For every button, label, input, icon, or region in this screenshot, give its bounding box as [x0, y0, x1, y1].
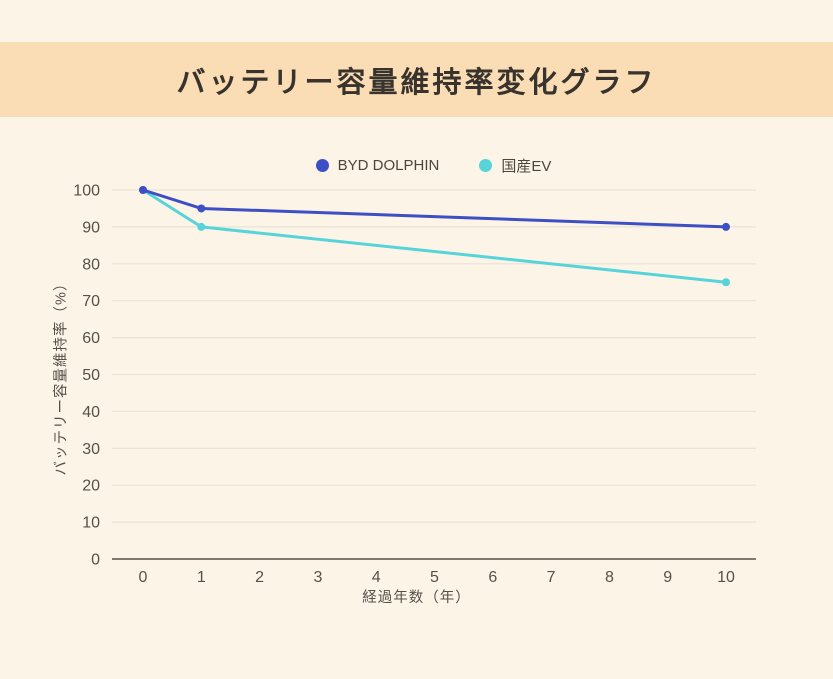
- line-byd-dolphin: [141, 188, 728, 229]
- chart-title: バッテリー容量維持率変化グラフ: [176, 66, 657, 99]
- x-axis-title: 経過年数（年）: [362, 590, 471, 606]
- legend-item-kokusan-ev: 国産EV: [479, 155, 551, 176]
- legend-label-byd-dolphin: BYD DOLPHIN: [337, 156, 440, 174]
- line-kokusan-ev: [141, 188, 728, 284]
- x-tick-label-0: 0: [139, 569, 148, 586]
- point-kokusan-ev-year-1: [197, 222, 206, 231]
- legend-dot-byd-dolphin-icon: [315, 158, 329, 172]
- legend-label-kokusan-ev: 国産EV: [501, 157, 552, 175]
- legend-dot-kokusan-ev-icon: [479, 158, 493, 172]
- y-tick-label-60: 60: [82, 330, 100, 347]
- legend-item-byd-dolphin: BYD DOLPHIN: [315, 156, 440, 174]
- x-tick-label-1: 1: [197, 569, 206, 586]
- point-byd-dolphin-year-1: [197, 204, 206, 213]
- y-axis-title: バッテリー容量維持率（%）: [53, 275, 70, 476]
- x-tick-label-3: 3: [313, 569, 322, 586]
- point-byd-dolphin-year-10: [722, 222, 730, 231]
- x-tick-label-8: 8: [605, 569, 614, 586]
- y-tick-label-100: 100: [73, 183, 100, 200]
- y-tick-label-50: 50: [82, 367, 100, 384]
- y-tick-label-80: 80: [82, 256, 100, 273]
- y-tick-label-40: 40: [82, 404, 100, 421]
- x-tick-label-9: 9: [663, 569, 672, 586]
- point-byd-dolphin-year-0: [139, 186, 147, 194]
- x-tick-label-5: 5: [430, 569, 439, 586]
- y-tick-label-70: 70: [82, 293, 100, 310]
- title-banner: バッテリー容量維持率変化グラフ: [0, 42, 833, 117]
- y-tick-label-0: 0: [91, 552, 100, 569]
- x-tick-label-7: 7: [547, 569, 556, 586]
- x-tick-label-2: 2: [255, 569, 264, 586]
- x-tick-label-6: 6: [488, 569, 497, 586]
- y-tick-label-10: 10: [82, 515, 100, 532]
- y-tick-label-20: 20: [82, 478, 100, 495]
- y-tick-label-30: 30: [82, 441, 100, 458]
- point-kokusan-ev-year-10: [722, 278, 730, 287]
- legend: BYD DOLPHIN 国産EV: [110, 152, 757, 178]
- x-tick-label-4: 4: [372, 569, 381, 586]
- x-tick-label-10: 10: [717, 569, 735, 586]
- y-tick-label-90: 90: [82, 219, 100, 236]
